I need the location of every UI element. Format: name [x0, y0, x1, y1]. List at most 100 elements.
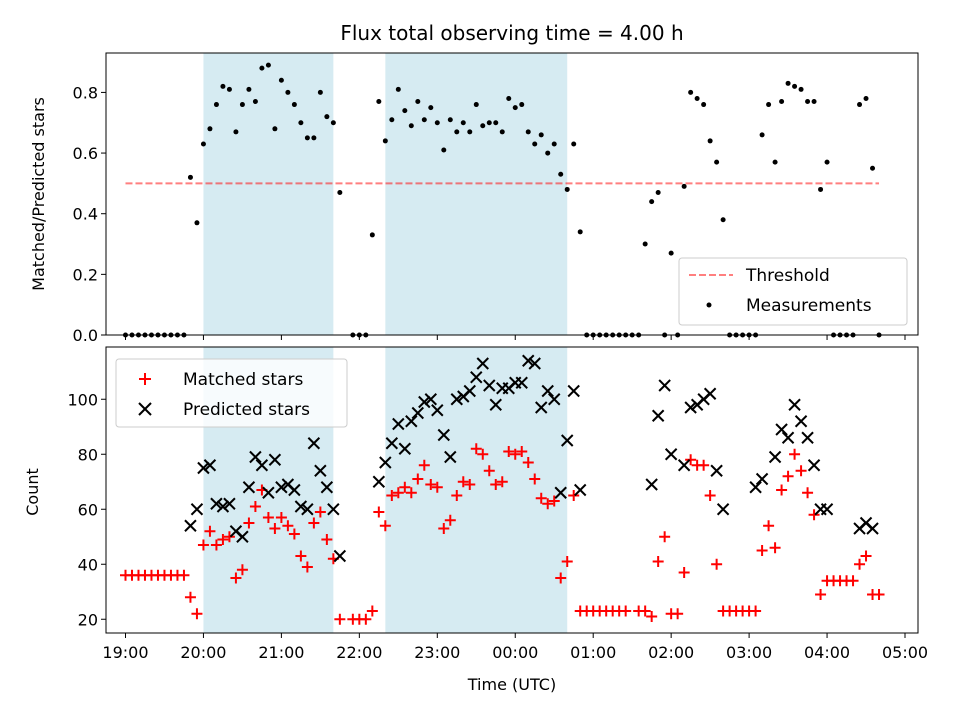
measurement-point: [233, 129, 239, 135]
predicted-point: [541, 384, 554, 398]
top-shaded-intervals: [203, 53, 568, 335]
measurement-point: [714, 159, 720, 165]
matched-point: [282, 520, 294, 532]
matched-point: [334, 613, 346, 625]
matched-point: [236, 564, 248, 576]
x-tick-label: 01:00: [570, 643, 616, 662]
measurement-point: [454, 129, 460, 135]
predicted-point: [463, 384, 476, 398]
measurement-point: [304, 135, 310, 141]
measurement-point: [681, 183, 687, 189]
predicted-point: [223, 497, 236, 510]
matched-point: [483, 465, 495, 477]
measurement-point: [792, 83, 798, 89]
predicted-point: [515, 376, 528, 389]
matched-point: [477, 448, 489, 460]
top-y-tick-label: 0.8: [73, 83, 98, 102]
matched-point: [802, 487, 814, 499]
matched-point: [230, 572, 242, 584]
predicted-point: [236, 530, 249, 543]
measurement-point: [200, 141, 206, 147]
matched-point: [873, 589, 885, 600]
measurement-point: [805, 99, 811, 105]
matched-point: [295, 550, 307, 562]
measurement-point: [655, 189, 661, 195]
predicted-point: [372, 475, 386, 488]
predicted-point: [489, 398, 502, 411]
measurement-point: [252, 99, 258, 105]
predicted-point: [450, 393, 463, 406]
matched-point: [314, 506, 326, 518]
predicted-point: [320, 481, 334, 494]
bottom-x-ticks: 19:00 20:00 21:00 22:00 23:00 00:00 01:00 02:00…: [102, 633, 928, 662]
predicted-point: [651, 409, 665, 422]
predicted-point: [444, 450, 457, 464]
measurement-point: [551, 141, 557, 147]
matched-point: [860, 550, 872, 562]
bottom-y-tick-label: 80: [78, 445, 98, 464]
measurement-point: [441, 147, 447, 153]
predicted-point: [788, 398, 801, 411]
measurement-point: [519, 102, 525, 108]
matched-point: [678, 567, 690, 578]
matched-point: [405, 487, 417, 499]
measurement-point: [779, 99, 785, 105]
matched-point: [308, 517, 320, 529]
predicted-point: [658, 379, 671, 392]
matched-point: [197, 539, 209, 551]
matched-point: [548, 495, 560, 507]
matched-point: [698, 459, 710, 471]
matched-point: [444, 514, 456, 526]
matched-point: [470, 443, 482, 455]
measurement-point: [473, 102, 479, 108]
matched-point: [496, 476, 508, 488]
legend-measurements-swatch: [706, 302, 712, 308]
measurement-point: [857, 102, 863, 108]
matched-point: [639, 605, 651, 617]
matched-point: [646, 611, 658, 622]
legend-predicted-swatch: [138, 402, 152, 416]
top-axes-frame: [105, 52, 919, 336]
matched-point: [262, 512, 274, 523]
measurement-point: [291, 102, 297, 108]
matched-point: [301, 561, 313, 573]
measurement-point: [421, 117, 427, 123]
predicted-point: [379, 456, 392, 469]
measurement-point: [317, 89, 323, 95]
measurement-point: [213, 102, 219, 108]
measurement-point: [798, 86, 804, 92]
predicted-point: [476, 357, 489, 370]
predicted-point: [716, 503, 730, 516]
matched-point: [756, 545, 768, 556]
top-y-ticks: 0.0 0.2 0.4 0.6 0.8: [73, 83, 106, 345]
matched-point: [854, 558, 866, 570]
measurement-point: [324, 114, 330, 120]
shaded-interval: [385, 53, 568, 335]
measurement-point: [428, 105, 434, 111]
predicted-point: [755, 472, 769, 486]
measurement-point: [330, 120, 336, 126]
x-tick-label: 05:00: [882, 643, 928, 662]
predicted-point: [794, 415, 808, 428]
matched-point: [503, 446, 515, 457]
matched-point: [795, 465, 807, 477]
predicted-point: [190, 503, 204, 516]
measurement-point: [389, 117, 395, 123]
predicted-point: [275, 481, 288, 494]
measurement-point: [486, 120, 492, 126]
bottom-axes-frame: [105, 346, 919, 634]
measurement-point: [278, 77, 284, 83]
matched-point: [373, 506, 385, 518]
matched-point: [652, 556, 664, 567]
matched-point: [438, 523, 450, 534]
matched-point: [490, 479, 502, 490]
predicted-point: [749, 481, 762, 494]
matched-point: [451, 490, 463, 501]
predicted-point: [203, 459, 217, 472]
predicted-point: [768, 450, 782, 464]
bottom-y-tick-label: 40: [78, 555, 98, 574]
predicted-point: [528, 357, 541, 370]
predicted-point: [288, 483, 301, 497]
predicted-point: [775, 423, 788, 436]
bottom-y-tick-label: 60: [78, 500, 98, 519]
